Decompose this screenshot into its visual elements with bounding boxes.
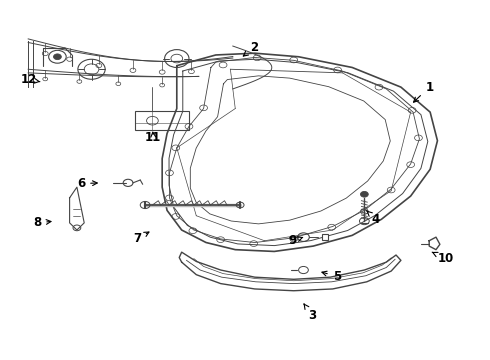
Text: 3: 3 (304, 304, 317, 322)
Text: 9: 9 (289, 234, 303, 247)
Text: 5: 5 (322, 270, 341, 283)
Text: 1: 1 (414, 81, 433, 102)
Text: 6: 6 (77, 177, 97, 190)
Text: 7: 7 (133, 232, 149, 246)
Text: 10: 10 (432, 252, 454, 265)
Text: 2: 2 (244, 41, 258, 56)
Text: 8: 8 (33, 216, 51, 229)
Text: 12: 12 (21, 73, 40, 86)
Circle shape (53, 54, 61, 60)
Text: 4: 4 (367, 211, 380, 226)
Text: 11: 11 (145, 131, 161, 144)
Circle shape (361, 192, 368, 197)
